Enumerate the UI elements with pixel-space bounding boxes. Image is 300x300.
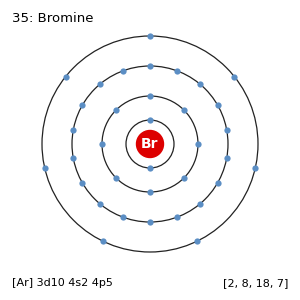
Text: [2, 8, 18, 7]: [2, 8, 18, 7] <box>223 278 288 288</box>
Circle shape <box>136 130 164 158</box>
Text: Br: Br <box>141 137 159 151</box>
Text: [Ar] 3d10 4s2 4p5: [Ar] 3d10 4s2 4p5 <box>12 278 113 288</box>
Text: 35: Bromine: 35: Bromine <box>12 12 94 25</box>
